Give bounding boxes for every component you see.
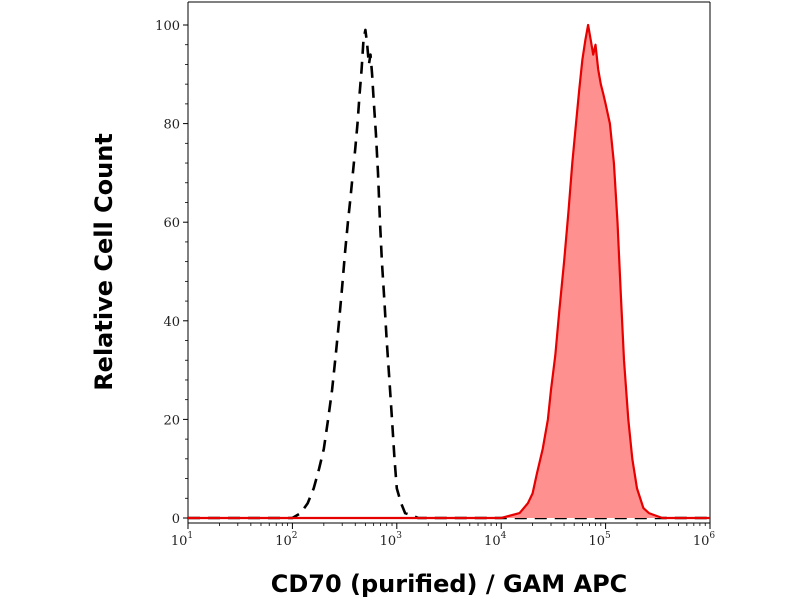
y-tick-label: 40 — [163, 315, 180, 330]
series-0-dashed-line — [188, 28, 710, 520]
series-1-line — [188, 23, 710, 520]
x-tick-label: 103 — [380, 531, 403, 549]
x-tick-label: 101 — [171, 531, 193, 549]
x-axis-title: CD70 (purified) / GAM APC — [271, 570, 628, 598]
y-tick-label: 0 — [172, 512, 180, 527]
y-axis-title: Relative Cell Count — [90, 133, 118, 391]
series-layer — [188, 23, 710, 520]
x-tick-label: 105 — [588, 531, 611, 549]
x-tick-label: 104 — [484, 531, 507, 549]
x-tick-label: 106 — [693, 531, 716, 549]
y-tick-label: 80 — [163, 118, 180, 133]
x-axis-ticks: 101 102 103 104 105 106 — [171, 523, 716, 549]
y-axis-ticks: 0 20 40 60 80 100 — [155, 19, 188, 527]
y-tick-label: 100 — [155, 19, 180, 34]
x-tick-label: 102 — [275, 531, 297, 549]
series-1-fill — [188, 25, 710, 518]
y-tick-label: 60 — [163, 216, 180, 231]
plot-frame — [187, 1, 711, 524]
y-tick-label: 20 — [163, 413, 180, 428]
